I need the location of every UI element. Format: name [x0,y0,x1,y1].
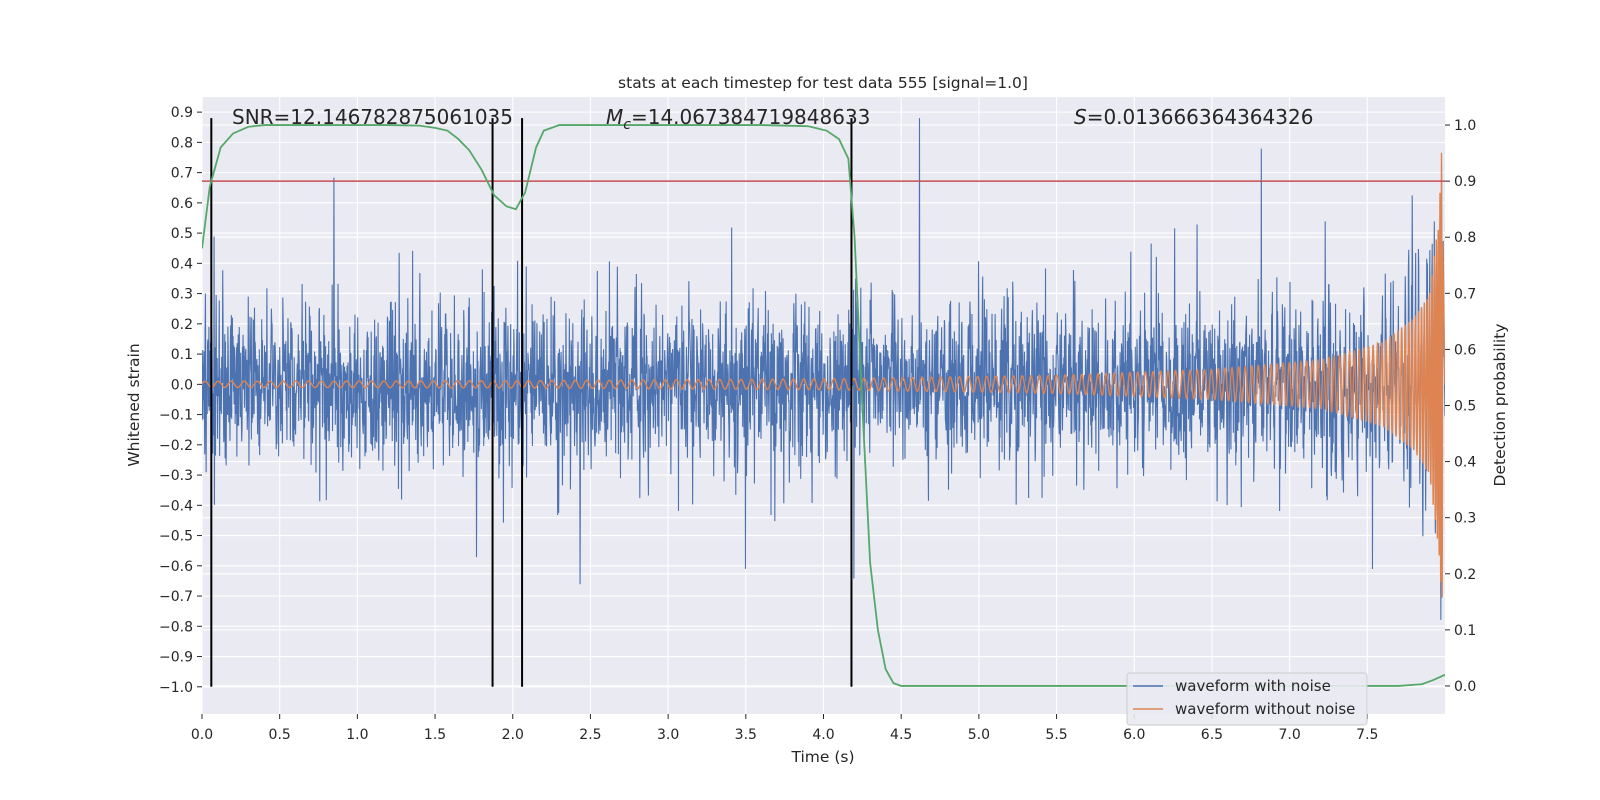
legend-box [1126,672,1368,726]
y-right-ticks: 1.0 0.9 0.8 0.7 0.6 0.5 0.4 0.3 0.2 0.1 0.0 [1445,118,1476,695]
y-left-tick-label: −0.2 [159,438,193,454]
x-tick-label: 0.0 [191,727,213,743]
vertical-lines [210,118,853,687]
y-right-tick-label: 0.2 [1454,567,1476,583]
series-waveform-without-noise [202,152,1445,598]
y-right-tick-label: 0.3 [1454,511,1476,527]
x-tick-label: 7.5 [1356,727,1378,743]
x-axis-label: Time (s) [790,748,854,766]
legend-label-noise: waveform with noise [1175,677,1331,695]
x-tick-label: 2.5 [579,727,601,743]
y-right-tick-label: 0.5 [1454,399,1476,415]
x-tick-label: 4.0 [812,727,834,743]
y-left-tick-label: 0.8 [171,135,193,151]
x-tick-label: 5.0 [968,727,990,743]
y-left-tick-label: 0.6 [171,196,193,212]
legend-label-clean: waveform without noise [1175,700,1355,718]
y-left-tick-label: 0.5 [171,226,193,242]
y-left-tick-label: 0.1 [171,347,193,363]
y-right-tick-label: 0.4 [1454,455,1476,471]
y-left-tick-label: −0.8 [159,619,193,635]
x-tick-label: 3.0 [657,727,679,743]
y-right-tick-label: 0.7 [1454,286,1476,302]
y-left-tick-label: 0.2 [171,317,193,333]
y-left-tick-label: 0.9 [171,105,193,121]
x-tick-label: 3.5 [735,727,757,743]
x-tick-label: 6.0 [1123,727,1145,743]
s-value: =0.013666364364326 [1087,105,1314,129]
x-tick-label: 6.5 [1201,727,1223,743]
mc-value: =14.067384719848633 [631,105,870,129]
y-left-tick-label: −1.0 [159,680,193,696]
mc-symbol: M [606,105,623,129]
series-detection-probability [202,124,1445,687]
y-right-tick-label: 0.6 [1454,342,1476,358]
y-left-tick-label: −0.6 [159,559,193,575]
s-symbol: S [1074,105,1087,129]
y-left-tick-label: 0.0 [171,377,193,393]
x-ticks: 0.0 0.5 1.0 1.5 2.0 2.5 3.0 3.5 4.0 4.5 5.0 5.5 6.0 6… [191,714,1378,743]
y-left-tick-label: −0.5 [159,529,193,545]
s-annotation: S=0.013666364364326 [1074,105,1313,129]
y-left-tick-label: −0.3 [159,468,193,484]
snr-annotation: SNR=12.146782875061035 [232,105,513,129]
y-right-tick-label: 0.1 [1454,623,1476,639]
x-tick-label: 7.0 [1278,727,1300,743]
y-right-axis-label: Detection probability [1491,324,1509,487]
y-left-tick-label: −0.4 [159,498,193,514]
y-left-axis-label: Whitened strain [125,343,143,466]
x-tick-label: 4.5 [890,727,912,743]
y-right-tick-label: 0.0 [1454,679,1476,695]
y-left-ticks: 0.9 0.8 0.7 0.6 0.5 0.4 0.3 0.2 0.1 0.0 −0.1 −0.2 −0… [159,105,202,696]
y-left-tick-label: 0.7 [171,166,193,182]
y-left-tick-label: 0.3 [171,287,193,303]
y-left-tick-label: −0.7 [159,589,193,605]
mc-annotation: Mc=14.067384719848633 [606,105,870,133]
x-tick-label: 2.0 [502,727,524,743]
y-left-tick-label: −0.9 [159,650,193,666]
y-left-tick-label: −0.1 [159,408,193,424]
x-tick-label: 1.5 [424,727,446,743]
y-right-tick-label: 0.9 [1454,174,1476,190]
legend: waveform with noise waveform without noi… [1126,672,1368,726]
y-right-tick-label: 0.8 [1454,230,1476,246]
chart-title: stats at each timestep for test data 555… [618,74,1028,92]
x-tick-label: 5.5 [1045,727,1067,743]
y-left-tick-label: 0.4 [171,256,193,272]
series-waveform-with-noise [202,118,1445,620]
mc-subscript: c [623,117,631,133]
y-right-tick-label: 1.0 [1454,118,1476,134]
x-tick-label: 1.0 [346,727,368,743]
x-tick-label: 0.5 [269,727,291,743]
